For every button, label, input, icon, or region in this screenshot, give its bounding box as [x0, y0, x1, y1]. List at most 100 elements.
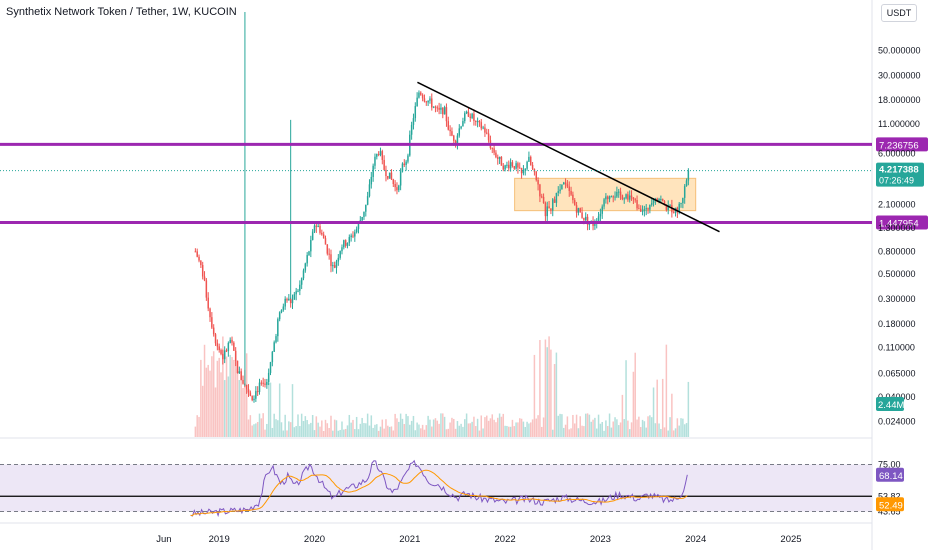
candle-body: [473, 113, 475, 121]
candle-body: [665, 205, 668, 211]
candle-body: [649, 204, 651, 210]
volume-bar: [453, 418, 455, 437]
volume-bar: [617, 425, 620, 437]
volume-bar: [643, 421, 646, 437]
candle-body: [333, 265, 336, 268]
candle-body: [584, 216, 587, 221]
rsi-lower-label: 43.65: [878, 507, 901, 517]
candle-body: [300, 278, 303, 285]
volume-bar: [469, 423, 472, 437]
currency-button[interactable]: USDT: [881, 4, 917, 22]
candle-body: [617, 191, 620, 193]
volume-bar: [418, 424, 420, 437]
volume-bar: [238, 380, 241, 437]
candle-body: [504, 165, 506, 170]
volume-bar: [359, 423, 362, 437]
candle-body: [469, 116, 472, 118]
candle-body: [460, 126, 462, 129]
candle-body: [304, 263, 307, 271]
candle-body: [401, 163, 404, 172]
volume-bar: [542, 417, 545, 437]
candle-body: [418, 92, 420, 98]
volume-bar: [216, 360, 219, 437]
volume-bar: [687, 381, 690, 437]
volume-bar: [595, 428, 598, 437]
candle-body: [641, 210, 644, 212]
candle-body: [396, 187, 398, 191]
x-axis: Jun 2019 2020 2021 2022 2023 2024 2025: [156, 534, 801, 545]
volume-bar: [280, 422, 283, 437]
candle-body: [249, 392, 252, 396]
volume-bar: [266, 423, 268, 437]
volume-bar: [471, 421, 473, 437]
volume-bar: [509, 426, 512, 437]
candle-body: [242, 379, 244, 384]
candle-body: [412, 118, 415, 125]
candle-body: [614, 196, 616, 198]
candle-body: [308, 251, 310, 256]
volume-bar: [212, 351, 215, 437]
candle-body: [493, 148, 495, 153]
volume-bar: [414, 430, 417, 437]
volume-bar: [425, 425, 428, 437]
volume-bar: [487, 420, 490, 437]
volume-bar: [508, 426, 510, 437]
volume-bar: [656, 379, 658, 437]
volume-bar: [663, 427, 666, 437]
volume-bar: [456, 421, 459, 437]
candle-body: [198, 256, 200, 261]
volume-tag: [876, 397, 904, 411]
candle-body: [368, 184, 371, 197]
volume-bar: [218, 357, 220, 437]
volume-bar: [678, 425, 680, 437]
candle-body: [553, 199, 556, 203]
candle-body: [251, 395, 253, 401]
x-tick-label: 2022: [495, 534, 516, 545]
volume-bar: [299, 426, 301, 437]
volume-bar: [275, 419, 277, 437]
candle-body: [570, 190, 572, 195]
candle-body: [341, 247, 343, 252]
volume-bar: [506, 425, 508, 437]
volume-bar: [573, 423, 576, 437]
volume-bar: [601, 421, 603, 437]
chart-title: Synthetix Network Token / Tether, 1W, KU…: [6, 6, 237, 18]
volume-bar: [339, 429, 341, 437]
volume-bar: [623, 419, 625, 437]
candle-body: [627, 194, 629, 200]
candle-body: [267, 372, 270, 383]
volume-bar: [203, 344, 206, 437]
candle-body: [530, 156, 532, 165]
candle-body: [355, 228, 358, 233]
candle-body: [482, 127, 484, 129]
candle-body: [645, 208, 647, 210]
rsi-ma-line: [190, 469, 688, 517]
candle-body: [537, 180, 539, 185]
candle-body: [425, 101, 428, 103]
candle-body: [581, 212, 583, 218]
volume-bar: [546, 347, 548, 437]
volume-bar: [255, 423, 257, 437]
volume-bar: [205, 367, 208, 437]
candle-body: [348, 237, 351, 243]
candle-body: [310, 239, 312, 252]
level-tag-1: [876, 215, 928, 230]
candle-body: [555, 192, 558, 203]
volume-bar: [443, 416, 446, 437]
candle-body: [414, 106, 417, 119]
candle-body: [352, 235, 354, 237]
volume-bar: [599, 423, 602, 437]
x-tick-label: 2020: [304, 534, 325, 545]
candle-body: [606, 196, 609, 200]
candle-body: [610, 196, 613, 198]
candle-body: [605, 196, 607, 200]
candle-body: [487, 133, 490, 141]
volume-bar: [376, 424, 378, 437]
candle-body: [680, 203, 682, 205]
candle-body: [465, 111, 468, 114]
volume-bar: [306, 420, 308, 437]
candle-body: [442, 107, 444, 115]
volume-bar: [608, 413, 611, 437]
